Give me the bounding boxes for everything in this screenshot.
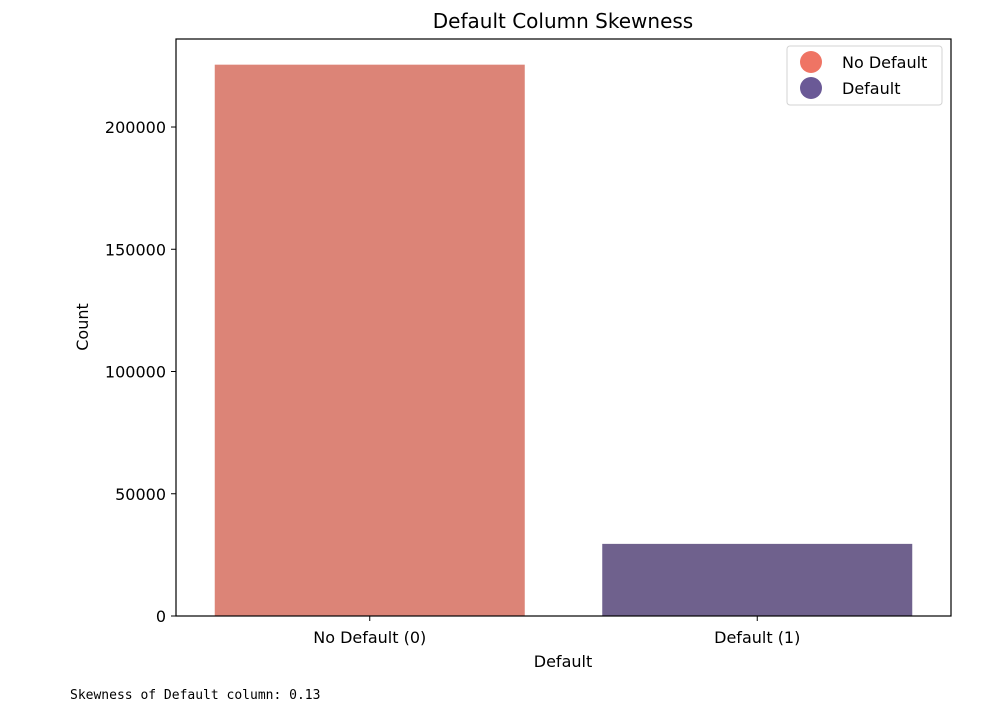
y-tick-label-2: 100000 — [105, 363, 166, 382]
plot-frame — [175, 38, 952, 617]
y-tick-label-4: 200000 — [105, 118, 166, 137]
y-tick-label-3: 150000 — [105, 240, 166, 259]
y-axis: 0 50000 100000 150000 200000 — [105, 118, 176, 626]
legend-marker-1 — [800, 77, 822, 99]
bar-chart: Default Column Skewness 0 50000 100000 1500… — [73, 9, 952, 671]
legend-marker-0 — [800, 51, 822, 73]
legend-entries: No Default Default — [800, 51, 927, 99]
x-tick-label-0: No Default (0) — [313, 628, 426, 647]
legend: No Default Default — [786, 45, 943, 106]
legend-box — [786, 45, 943, 106]
bar-0 — [214, 64, 525, 616]
skewness-output: Skewness of Default column: 0.13 — [70, 688, 321, 703]
x-tick-label-1: Default (1) — [714, 628, 800, 647]
x-axis-label: Default — [534, 652, 592, 671]
y-tick-label-1: 50000 — [115, 485, 166, 504]
x-axis: No Default (0) Default (1) — [313, 616, 800, 647]
bar-1 — [602, 543, 913, 616]
legend-label-1: Default — [842, 79, 900, 98]
y-axis-label: Count — [73, 303, 92, 351]
chart-title: Default Column Skewness — [433, 9, 693, 33]
bars-group — [214, 64, 913, 616]
y-tick-label-0: 0 — [156, 607, 166, 626]
legend-label-0: No Default — [842, 53, 927, 72]
